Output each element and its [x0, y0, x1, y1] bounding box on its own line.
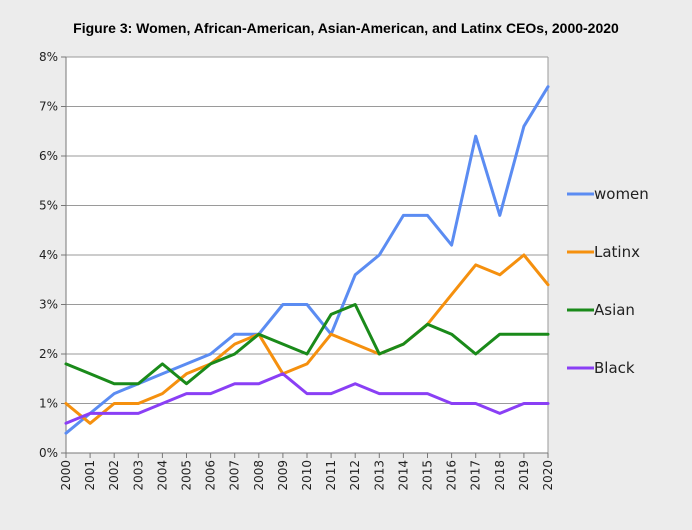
- series-line-women: [64, 85, 550, 435]
- y-tick-label: 6%: [39, 149, 58, 163]
- y-tick-label: 5%: [39, 199, 58, 213]
- x-tick-label: 2013: [372, 460, 386, 491]
- y-tick-label: 3%: [39, 298, 58, 312]
- y-tick-label: 8%: [39, 50, 58, 64]
- y-tick-label: 0%: [39, 446, 58, 460]
- y-tick-label: 7%: [39, 100, 58, 114]
- legend-label-black: Black: [594, 359, 635, 377]
- series-line-latinx: [64, 253, 550, 425]
- x-tick-label: 2008: [252, 460, 266, 491]
- x-tick-label: 2006: [204, 460, 218, 491]
- y-tick-label: 1%: [39, 397, 58, 411]
- x-tick-label: 2012: [348, 460, 362, 491]
- x-tick-label: 2014: [396, 460, 410, 491]
- x-tick-label: 2000: [59, 460, 73, 491]
- y-axis: 0% 1% 2% 3% 4% 5% 6% 7% 8%: [39, 50, 67, 460]
- x-tick-label: 2010: [300, 460, 314, 491]
- legend-label-women: women: [594, 185, 649, 203]
- x-tick-label: 2011: [324, 460, 338, 491]
- x-tick-label: 2015: [421, 460, 435, 491]
- x-tick-label: 2007: [228, 460, 242, 491]
- x-tick-label: 2019: [517, 460, 531, 491]
- x-tick-label: 2018: [493, 460, 507, 491]
- x-tick-label: 2003: [131, 460, 145, 491]
- chart-title: Figure 3: Women, African-American, Asian…: [73, 20, 619, 36]
- x-tick-label: 2001: [83, 460, 97, 491]
- x-tick-label: 2004: [155, 460, 169, 491]
- series-line-asian: [64, 303, 550, 386]
- y-tick-label: 4%: [39, 248, 58, 262]
- x-tick-label: 2016: [445, 460, 459, 491]
- x-tick-label: 2005: [180, 460, 194, 491]
- legend-label-latinx: Latinx: [594, 243, 640, 261]
- x-axis: 2000 2001 2002 2003 2004 2005 2006 2007 2008 2009…: [59, 452, 555, 491]
- x-tick-label: 2002: [107, 460, 121, 491]
- x-tick-label: 2020: [541, 460, 555, 491]
- x-tick-label: 2009: [276, 460, 290, 491]
- x-tick-label: 2017: [469, 460, 483, 491]
- series-lines: [64, 85, 550, 435]
- y-tick-label: 2%: [39, 347, 58, 361]
- legend: women Latinx Asian Black: [567, 185, 649, 377]
- legend-label-asian: Asian: [594, 301, 635, 319]
- series-line-black: [64, 372, 550, 425]
